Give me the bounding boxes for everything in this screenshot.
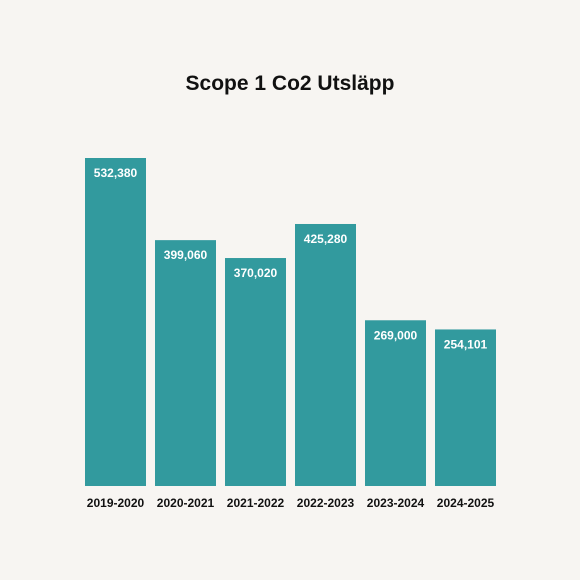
x-tick-label: 2020-2021 [157, 496, 215, 510]
x-tick-label: 2019-2020 [87, 496, 145, 510]
value-labels-layer: 532,380 399,060 370,020 425,280 269,000 254,1… [94, 166, 488, 351]
bar-value-label: 254,101 [444, 337, 488, 351]
bar-value-label: 370,020 [234, 266, 278, 280]
bar-2020-2021 [155, 240, 216, 486]
x-tick-label: 2024-2025 [437, 496, 495, 510]
x-tick-label: 2022-2023 [297, 496, 355, 510]
bar-2019-2020 [85, 158, 146, 486]
x-tick-label: 2021-2022 [227, 496, 285, 510]
bar-value-label: 532,380 [94, 166, 138, 180]
x-axis-tick-labels: 2019-2020 2020-2021 2021-2022 2022-2023 2023… [87, 496, 495, 510]
bar-2024-2025 [435, 329, 496, 486]
chart-title: Scope 1 Co2 Utsläpp [185, 72, 395, 95]
bar-2021-2022 [225, 258, 286, 486]
x-tick-label: 2023-2024 [367, 496, 425, 510]
bars-layer [85, 158, 496, 487]
bar-2022-2023 [295, 223, 356, 487]
bar-value-label: 425,280 [304, 232, 348, 246]
bar-value-label: 399,060 [164, 248, 208, 262]
bar-2023-2024 [365, 320, 426, 486]
bar-value-label: 269,000 [374, 328, 418, 342]
